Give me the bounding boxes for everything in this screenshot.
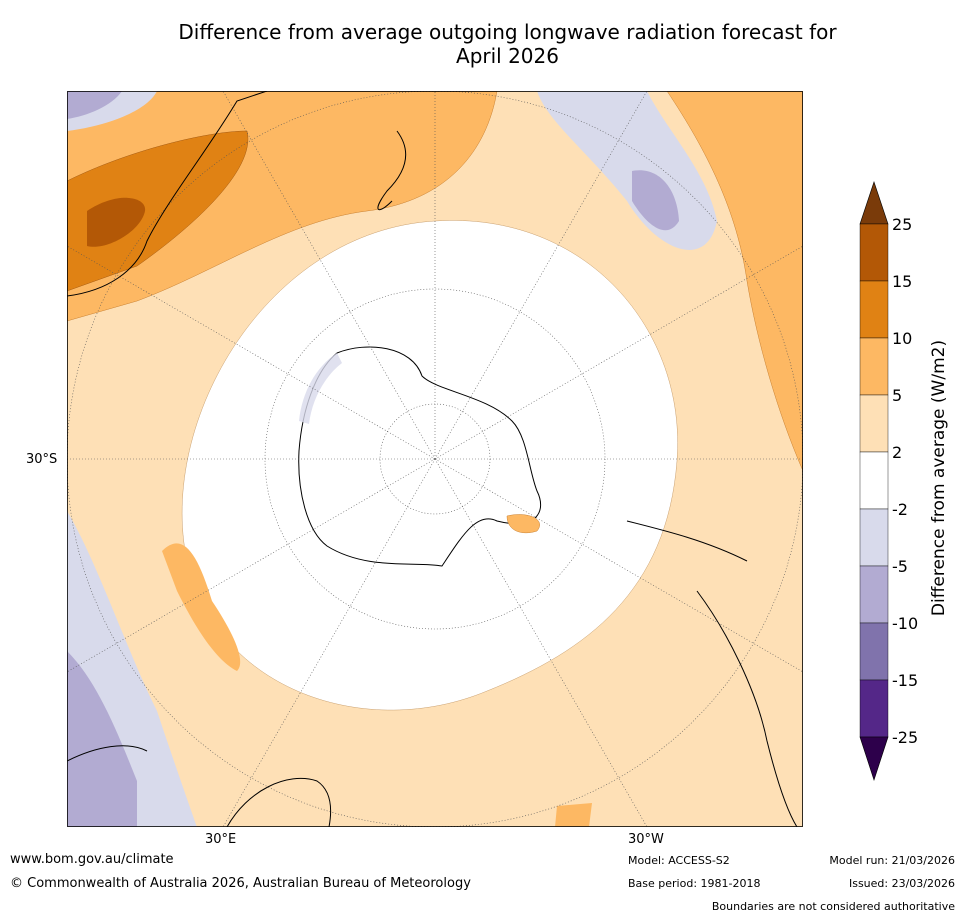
colorbar-tick-2: 2 [892,443,902,462]
anomaly-5-10-south [555,803,592,827]
colorbar-tick-25: 25 [892,215,912,234]
australia-coast [67,91,268,297]
anomaly-m5-m10-sw [67,651,137,827]
footer-model-run: Model run: 21/03/2026 [829,854,955,867]
title-line-2: April 2026 [456,44,559,68]
colorbar-bin-2-5 [859,394,889,453]
colorbar-bin-m5-m2 [859,508,889,567]
footer-copyright: © Commonwealth of Australia 2026, Austra… [10,876,471,891]
colorbar: 25 15 10 5 2 -2 -5 -10 -15 -25 Differenc… [859,181,949,781]
lon-label-30e: 30°E [205,832,237,847]
colorbar-bin-m25-m15 [859,679,889,738]
colorbar-bin-10-15 [859,280,889,339]
colorbar-bin-m15-m10 [859,622,889,681]
footer-base-period: Base period: 1981-2018 [628,877,761,890]
colorbar-tick-10: 10 [892,329,912,348]
colorbar-tick-5: 5 [892,386,902,405]
meridians [67,91,803,827]
footer-model: Model: ACCESS-S2 [628,854,730,867]
colorbar-tick-15: 15 [892,272,912,291]
south-america-coast [626,520,798,827]
antarctica-outline [298,346,542,567]
colorbar-tick-m5: -5 [892,557,908,576]
anomaly-5-10-west [162,543,241,671]
lon-label-30w: 30°W [628,832,664,847]
colorbar-extend-low [859,736,889,781]
lat-label-30s: 30°S [26,452,58,467]
colorbar-bin-15-25 [859,223,889,282]
colorbar-bin-m2-2 [859,451,889,510]
chart-title: Difference from average outgoing longwav… [0,20,965,68]
anomaly-5-10-peninsula [506,514,540,534]
anomaly-m5-m10-nw [67,91,122,119]
africa-coast [226,777,331,827]
antarctica-fringe [299,353,342,424]
polar-map [67,91,803,827]
colorbar-tick-m25: -25 [892,728,918,747]
africa-sw-coast [67,745,148,762]
anomaly-10-15-nw [67,130,249,292]
colorbar-tick-m2: -2 [892,500,908,519]
colorbar-tick-m15: -15 [892,671,918,690]
anomaly-5-10-east [666,91,803,472]
new-zealand-coast [377,130,407,211]
footer-url: www.bom.gov.au/climate [10,852,174,867]
footer-disclaimer: Boundaries are not considered authoritat… [711,900,955,913]
colorbar-extend-high [859,181,889,225]
anomaly-15-25-nw [87,197,146,247]
title-line-1: Difference from average outgoing longwav… [178,20,837,44]
footer-issued: Issued: 23/03/2026 [848,877,955,890]
colorbar-label: Difference from average (W/m2) [929,340,949,616]
anomaly-m5-m10-ne [632,170,679,231]
colorbar-tick-m10: -10 [892,614,918,633]
colorbar-bin-5-10 [859,337,889,396]
colorbar-bin-m10-m5 [859,565,889,624]
